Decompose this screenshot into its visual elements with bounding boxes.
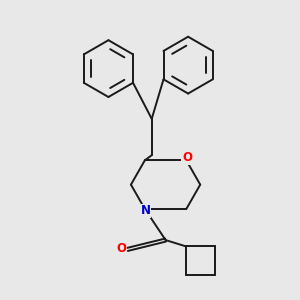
Text: O: O (116, 242, 126, 255)
Text: O: O (182, 151, 192, 164)
Text: N: N (140, 204, 151, 217)
